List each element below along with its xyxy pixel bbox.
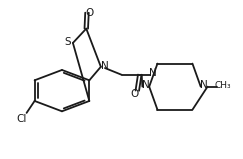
Text: O: O: [86, 8, 94, 18]
Text: N: N: [101, 61, 109, 71]
Text: N: N: [142, 80, 150, 90]
Text: N: N: [200, 80, 208, 90]
Text: CH₃: CH₃: [214, 81, 231, 90]
Text: S: S: [64, 37, 71, 47]
Text: N: N: [149, 69, 157, 78]
Text: Cl: Cl: [17, 114, 27, 124]
Text: O: O: [130, 89, 139, 99]
